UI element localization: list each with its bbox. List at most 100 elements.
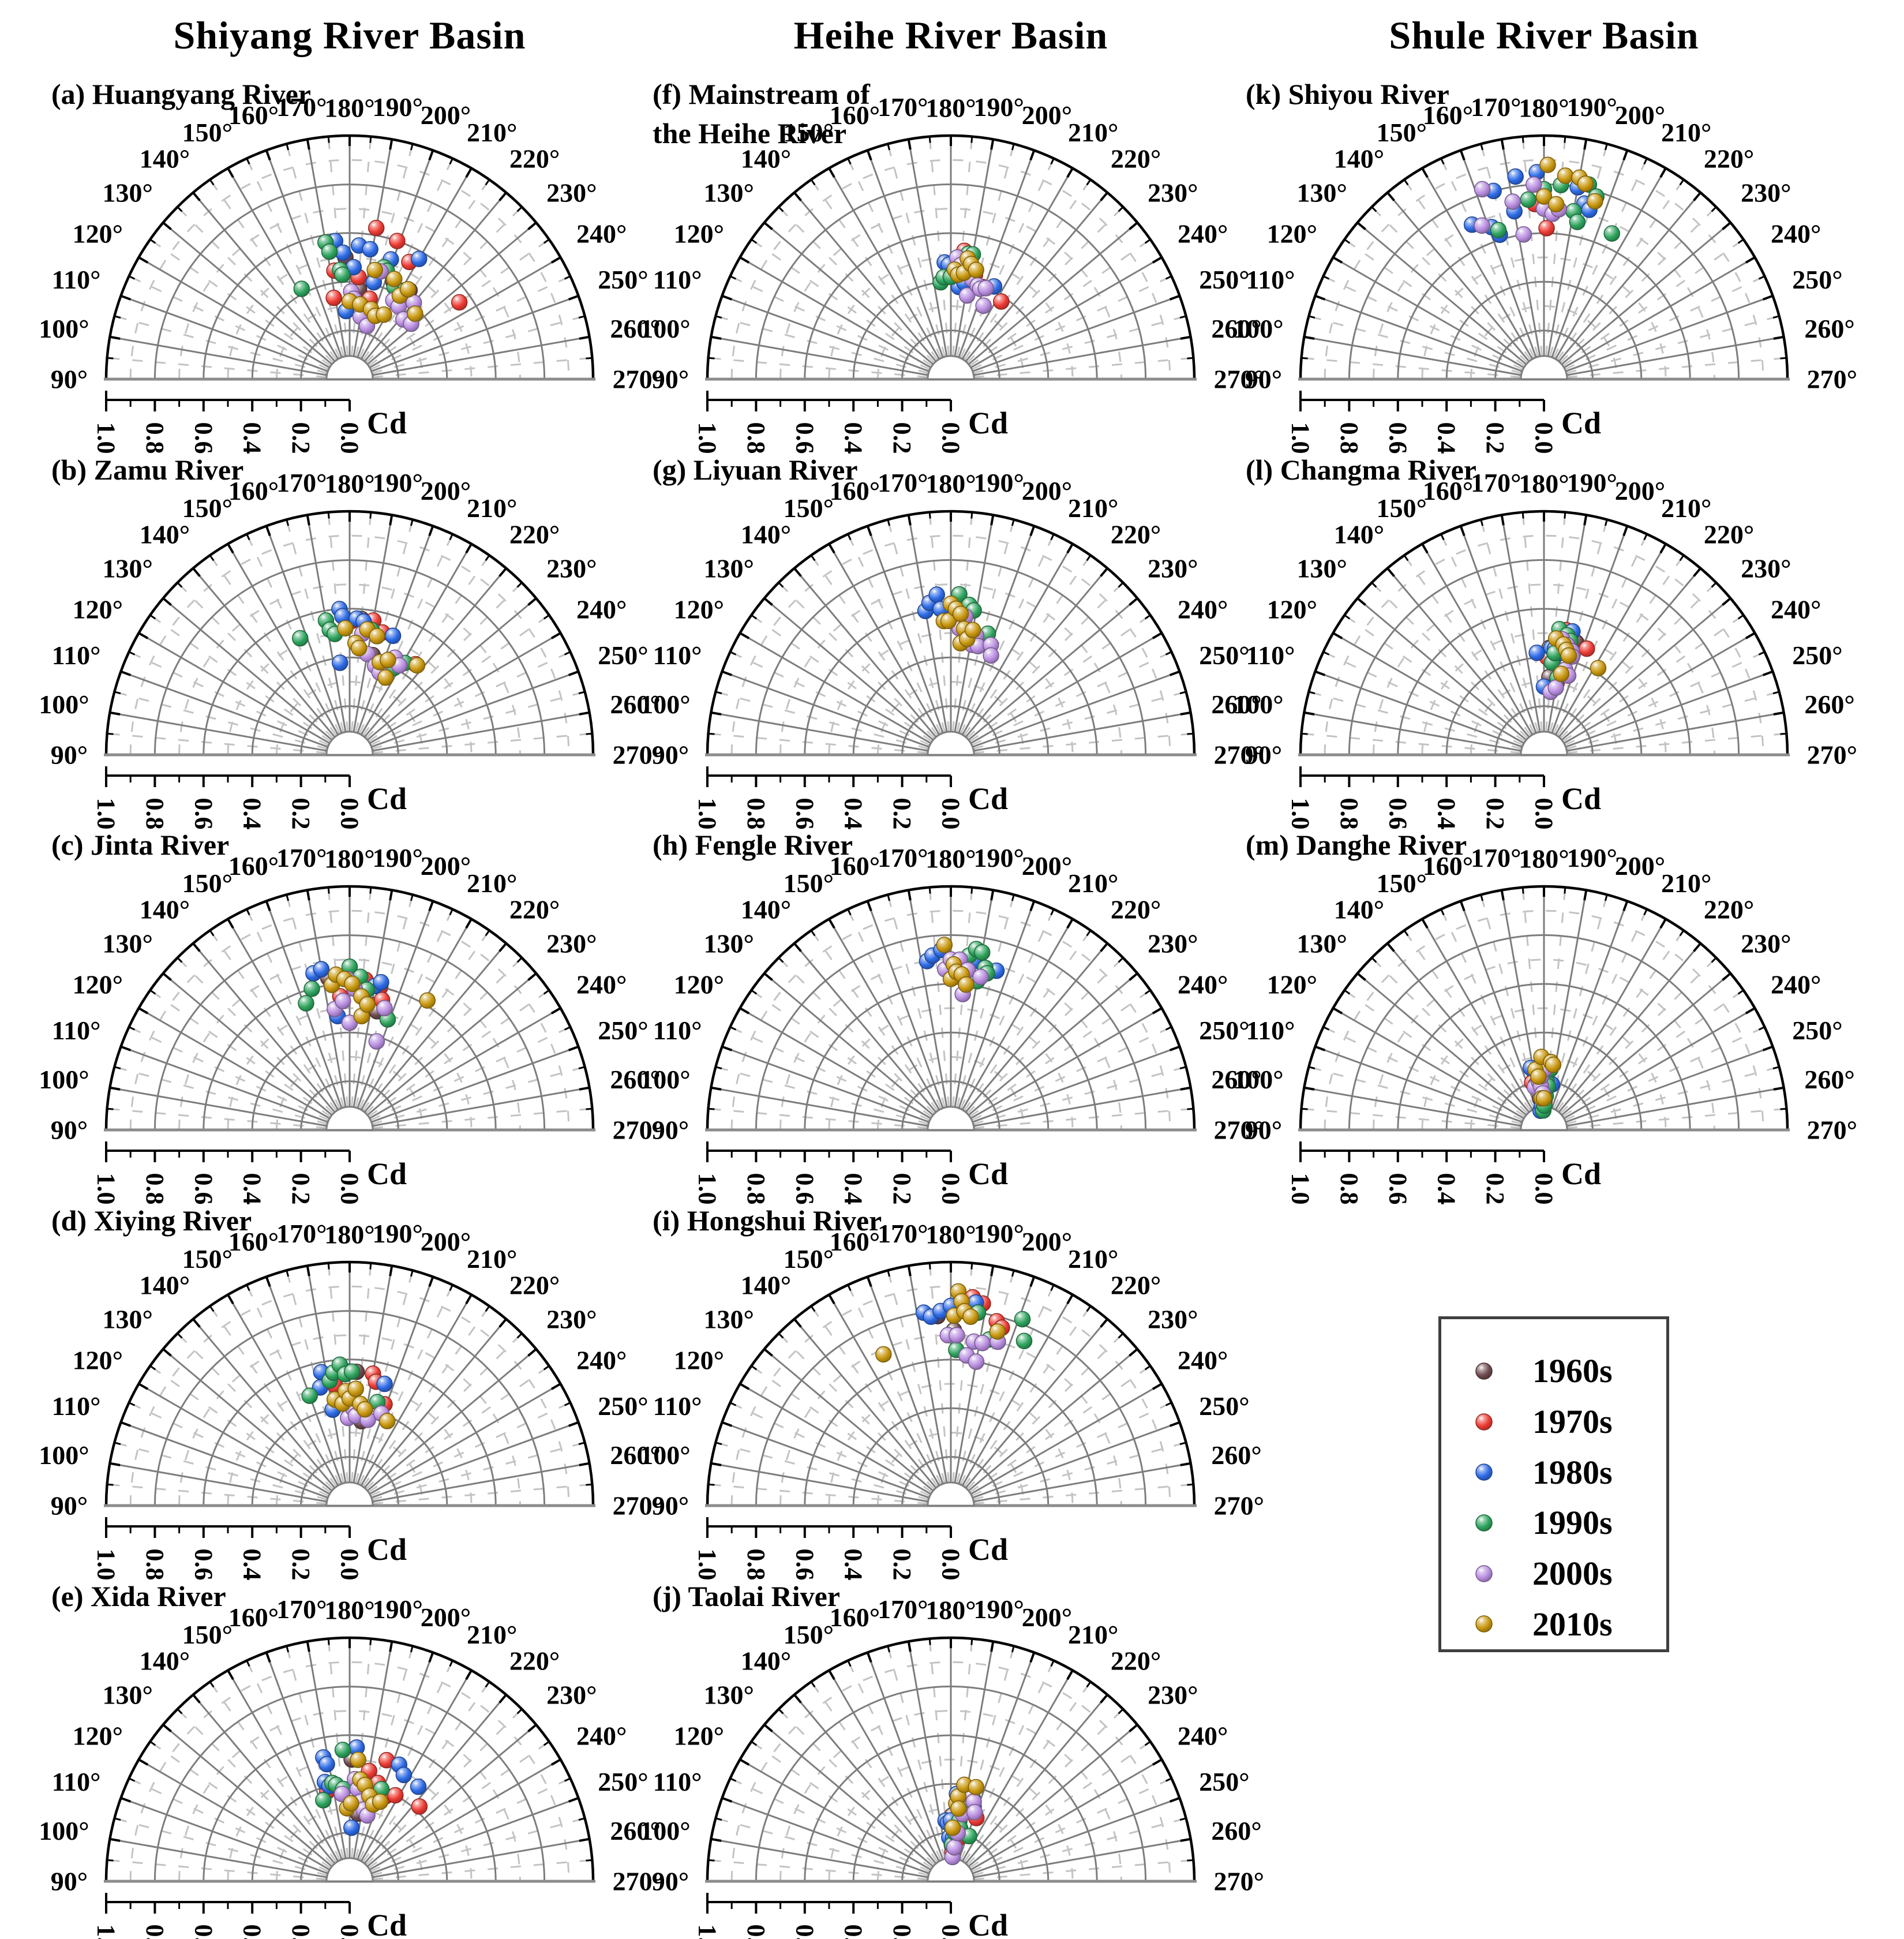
major-spoke <box>961 1294 1074 1487</box>
radial-tick-label: 0.0 <box>937 1925 965 1939</box>
minor-spoke <box>149 238 332 367</box>
major-spoke <box>371 1421 579 1499</box>
radial-tick-label: 0.2 <box>287 798 315 830</box>
polar-plot-b: 90°100°110°120°130°140°150°160°170°180°1… <box>39 454 663 830</box>
series-2010s <box>326 1380 396 1429</box>
radial-tick-label: 0.8 <box>742 1173 770 1205</box>
major-spoke <box>1356 597 1527 741</box>
polar-plot-e: 90°100°110°120°130°140°150°160°170°180°1… <box>39 1580 663 1939</box>
data-point <box>1547 679 1564 696</box>
angle-tick <box>763 972 773 981</box>
angle-label: 140° <box>1334 519 1384 549</box>
data-point <box>331 654 348 671</box>
angle-label: 240° <box>576 969 627 999</box>
angle-tick <box>564 1026 571 1031</box>
radial-tick-label: 0.8 <box>1335 798 1363 830</box>
major-spoke <box>973 1838 1191 1878</box>
angle-tick <box>428 1652 434 1663</box>
major-spoke <box>972 295 1180 372</box>
angle-tick <box>465 1670 473 1680</box>
major-spoke <box>1304 1087 1521 1127</box>
major-spoke <box>366 1724 537 1867</box>
major-spoke <box>965 942 1108 1113</box>
angle-tick <box>499 1694 507 1704</box>
minor-arc <box>275 1055 424 1131</box>
angle-tick <box>751 614 758 620</box>
data-point <box>411 1798 428 1815</box>
major-spoke <box>763 597 934 741</box>
angle-label: 150° <box>1377 493 1427 523</box>
minor-arc <box>1324 159 1764 380</box>
angle-tick <box>1772 691 1780 695</box>
angle-tick <box>327 512 330 519</box>
data-point <box>1528 644 1545 661</box>
angle-label: 180° <box>324 1220 374 1249</box>
angle-tick <box>516 206 523 212</box>
angle-tick <box>428 149 434 161</box>
major-spoke <box>711 1087 928 1127</box>
angle-label: 240° <box>1178 1345 1228 1375</box>
angle-label: 190° <box>973 468 1024 497</box>
major-spoke <box>1558 567 1701 738</box>
angle-label: 120° <box>73 1721 123 1750</box>
angle-tick <box>1086 179 1092 186</box>
angle-label: 250° <box>1792 1016 1842 1045</box>
angle-tick <box>721 1045 733 1051</box>
data-point <box>321 243 338 260</box>
angle-tick <box>1679 555 1685 562</box>
angle-label: 180° <box>925 844 976 874</box>
angle-tick <box>847 908 852 916</box>
angle-label: 150° <box>182 869 233 898</box>
data-point <box>350 1751 366 1768</box>
angle-tick <box>1011 143 1015 151</box>
major-spoke <box>970 1007 1163 1120</box>
angle-tick <box>739 1758 750 1766</box>
angle-label: 190° <box>1566 92 1617 122</box>
angle-tick <box>499 567 507 577</box>
data-point <box>968 1353 985 1370</box>
major-spoke <box>968 1724 1138 1867</box>
minor-arc <box>1470 1055 1618 1131</box>
angle-tick <box>810 1305 816 1312</box>
angle-tick <box>1322 1026 1330 1031</box>
major-spoke <box>958 149 1035 358</box>
angle-tick <box>110 711 121 716</box>
angle-label: 220° <box>1704 144 1754 173</box>
angle-tick <box>928 512 931 519</box>
angle-tick <box>1187 1483 1194 1486</box>
angle-tick <box>1403 555 1409 562</box>
radial-tick-label: 0.0 <box>336 1925 364 1939</box>
angle-label: 250° <box>598 641 648 670</box>
minor-spoke <box>1562 614 1744 743</box>
data-point <box>343 1819 360 1836</box>
radial-tick-label: 1.0 <box>694 1549 722 1581</box>
angle-tick <box>449 1660 453 1667</box>
radial-tick-label: 0.4 <box>238 1173 267 1205</box>
decade-1970s-marker-icon <box>1475 1413 1493 1431</box>
angle-tick <box>1029 525 1036 537</box>
major-spoke <box>1554 918 1667 1111</box>
radial-tick-label: 0.0 <box>336 1173 364 1205</box>
minor-spoke <box>969 614 1151 743</box>
angle-tick <box>327 1263 330 1270</box>
major-spoke <box>1551 525 1628 733</box>
panel-title-d: (d) Xiying River <box>51 1204 252 1237</box>
angle-tick <box>114 1817 121 1821</box>
angle-tick <box>306 515 310 526</box>
major-spoke <box>867 1276 944 1484</box>
major-spoke <box>363 942 507 1113</box>
angle-label: 130° <box>704 1680 754 1710</box>
angle-tick <box>149 614 156 620</box>
angle-label: 240° <box>1771 219 1821 248</box>
angle-tick <box>887 143 891 151</box>
major-spoke <box>1386 567 1530 738</box>
major-spoke <box>721 671 929 748</box>
angle-tick <box>543 614 550 620</box>
data-point <box>315 1792 332 1809</box>
center-hole <box>927 731 975 756</box>
data-point <box>968 1779 984 1796</box>
angle-tick <box>1500 139 1505 150</box>
minor-spoke <box>372 1483 593 1505</box>
angle-tick <box>128 275 136 280</box>
angle-tick <box>1050 158 1055 165</box>
